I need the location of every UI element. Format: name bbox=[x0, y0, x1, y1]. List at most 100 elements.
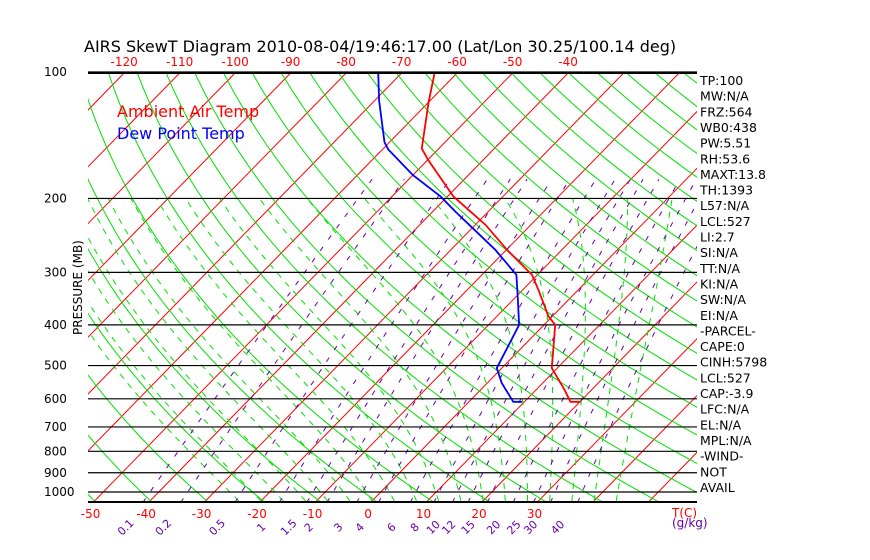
isotherm-line bbox=[481, 281, 697, 502]
isotherm-line bbox=[259, 73, 680, 502]
isotherm-line bbox=[592, 394, 697, 502]
stability-index-label: MAXT:13.8 bbox=[700, 167, 766, 182]
mixing-ratio-line bbox=[378, 178, 571, 502]
mixing-ratio-line bbox=[433, 178, 616, 502]
pressure-tick-label: 100 bbox=[44, 65, 67, 79]
mixing-ratio-tick-label: 2 bbox=[302, 520, 316, 534]
stability-index-label: L57:N/A bbox=[700, 198, 750, 213]
mixing-ratio-tick-label: 40 bbox=[548, 518, 567, 537]
moist-adiabat-line bbox=[107, 198, 351, 502]
mixing-ratio-tick-label: 1.5 bbox=[278, 517, 300, 539]
stability-index-label: CAPE:0 bbox=[700, 339, 745, 354]
pressure-tick-label: 900 bbox=[44, 466, 67, 480]
dry-adiabat-line bbox=[395, 73, 697, 328]
pressure-tick-label: 400 bbox=[44, 318, 67, 332]
top-temperature-tick-label: -60 bbox=[447, 55, 467, 69]
stability-index-label: CAP:-3.9 bbox=[700, 386, 753, 401]
stability-index-label: PW:5.51 bbox=[700, 136, 751, 151]
stability-index-label: MW:N/A bbox=[700, 89, 749, 104]
isotherm-line bbox=[537, 338, 697, 502]
mixing-ratio-line bbox=[234, 178, 451, 502]
mixing-ratio-line bbox=[512, 178, 681, 502]
bottom-temperature-tick-label: -40 bbox=[136, 507, 156, 521]
top-temperature-tick-label: -70 bbox=[392, 55, 412, 69]
moist-adiabat-line bbox=[130, 198, 373, 502]
isotherm-line bbox=[93, 73, 513, 502]
mixing-ratio-tick-label: 12 bbox=[439, 518, 458, 537]
moist-adiabat-line bbox=[88, 329, 240, 502]
mixing-ratio-line bbox=[467, 178, 644, 502]
isotherm-line bbox=[0, 73, 69, 502]
mixing-ratio-line bbox=[577, 245, 697, 502]
top-temperature-tick-label: -50 bbox=[503, 55, 523, 69]
stability-index-label: SW:N/A bbox=[700, 292, 746, 307]
isotherm-line bbox=[370, 167, 697, 502]
mixing-ratio-line bbox=[180, 178, 405, 502]
mixing-ratio-tick-label: 0.1 bbox=[115, 517, 137, 539]
stability-index-label: LCL:527 bbox=[700, 214, 751, 229]
dry-adiabat-line bbox=[338, 73, 697, 381]
mixing-ratio-tick-label: 4 bbox=[353, 520, 367, 534]
dry-adiabat-line bbox=[424, 73, 697, 302]
stability-index-label: RH:53.6 bbox=[700, 151, 750, 166]
stability-index-label: TT:N/A bbox=[699, 261, 740, 276]
stability-index-label: FRZ:564 bbox=[700, 104, 753, 119]
isotherm-line bbox=[88, 73, 125, 111]
pressure-tick-label: 600 bbox=[44, 392, 67, 406]
moist-adiabat-line bbox=[88, 301, 262, 502]
dry-adiabat-line bbox=[309, 73, 697, 408]
isotherm-line bbox=[88, 73, 347, 338]
stability-index-label: -PARCEL- bbox=[700, 323, 756, 338]
mixing-ratio-tick-label: 6 bbox=[385, 520, 399, 534]
pressure-tick-label: 300 bbox=[44, 265, 67, 279]
stability-index-label: LCL:527 bbox=[700, 370, 751, 385]
isotherm-line bbox=[648, 451, 697, 502]
stability-index-label: EL:N/A bbox=[700, 417, 742, 432]
mixing-ratio-tick-label: 20 bbox=[484, 518, 503, 537]
y-axis-label: PRESSURE (MB) bbox=[71, 240, 85, 335]
isotherm-line bbox=[148, 73, 569, 502]
mixing-ratio-line bbox=[452, 178, 631, 502]
moist-adiabat-line bbox=[88, 270, 284, 502]
bottom-temperature-tick-label: 10 bbox=[416, 507, 431, 521]
mixing-ratio-line bbox=[356, 178, 553, 502]
moist-adiabat-line bbox=[185, 198, 417, 502]
dry-adiabat-line bbox=[453, 73, 697, 277]
top-temperature-tick-label: -80 bbox=[336, 55, 356, 69]
moist-adiabat-line bbox=[431, 198, 528, 501]
dry-adiabat-line bbox=[280, 73, 697, 436]
isotherm-line bbox=[88, 73, 236, 225]
moist-adiabat-line bbox=[615, 198, 673, 501]
mixing-ratio-line bbox=[278, 178, 488, 502]
moist-adiabat-line bbox=[571, 198, 586, 501]
ambient-air-temp-line bbox=[420, 73, 581, 403]
mixing-ratio-line bbox=[487, 178, 660, 502]
legend-ambient-air-temp: Ambient Air Temp bbox=[117, 102, 259, 121]
moist-adiabat-line bbox=[306, 198, 484, 502]
moist-adiabat-line bbox=[504, 198, 554, 501]
mixing-ratio-tick-label: 3 bbox=[331, 520, 345, 534]
pressure-tick-label: 1000 bbox=[44, 485, 75, 499]
top-temperature-tick-label: -40 bbox=[558, 55, 578, 69]
isotherm-line bbox=[204, 73, 624, 502]
chart-title: AIRS SkewT Diagram 2010-08-04/19:46:17.0… bbox=[84, 37, 676, 56]
stability-index-label: EI:N/A bbox=[700, 308, 738, 323]
stability-index-label: CINH:5798 bbox=[700, 355, 767, 370]
dry-adiabat-line bbox=[740, 72, 870, 503]
bottom-temperature-tick-label: -30 bbox=[192, 507, 212, 521]
stability-index-label: SI:N/A bbox=[700, 245, 738, 260]
mixing-ratio-tick-label: 8 bbox=[408, 520, 422, 534]
stability-index-label: NOT bbox=[700, 464, 727, 479]
temperature-unit-label: T(C) bbox=[671, 506, 697, 520]
mixing-ratio-line bbox=[550, 202, 697, 502]
bottom-temperature-tick-label: 20 bbox=[471, 507, 486, 521]
stability-index-label: WB0:438 bbox=[700, 120, 757, 135]
dry-adiabat-line bbox=[510, 73, 697, 227]
bottom-temperature-tick-label: 30 bbox=[527, 507, 542, 521]
stability-index-label: AVAIL bbox=[700, 480, 735, 495]
isotherm-line bbox=[315, 110, 697, 502]
mixing-ratio-line bbox=[533, 178, 697, 502]
stability-index-label: LFC:N/A bbox=[700, 402, 750, 417]
dry-adiabat-line bbox=[194, 73, 661, 502]
bottom-temperature-tick-label: -50 bbox=[81, 507, 101, 521]
